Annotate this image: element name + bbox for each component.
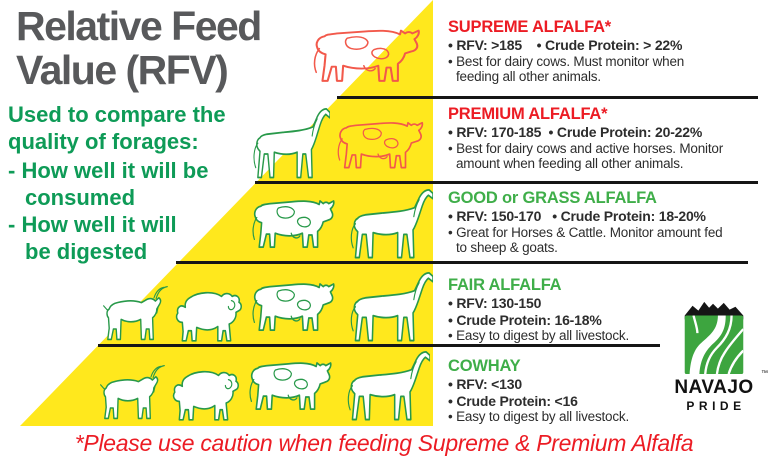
tier-stats: • RFV: 130-150 [448, 295, 542, 311]
tier-stats: • Crude Protein: <16 [448, 392, 578, 409]
logo-brand-sub: PRIDE [686, 399, 746, 413]
tier-animals-cowhay [95, 351, 430, 424]
tier-stats: • RFV: >185 • Crude Protein: > 22% [448, 37, 683, 53]
tier-heading: PREMIUM ALFALFA* [448, 105, 608, 123]
bullet-consumed-line-2: consumed [25, 185, 136, 210]
bullet-digested-line-2: be digested [25, 239, 148, 264]
tier-divider-line [337, 96, 758, 99]
tier-stats: • RFV: <130 [448, 376, 522, 392]
tier-heading: GOOD or GRASS ALFALFA [448, 189, 657, 207]
bullet-digested-line-1: - How well it will [8, 212, 177, 237]
goat-icon [95, 360, 165, 424]
horse-icon [347, 272, 433, 345]
tier-good-grass: GOOD or GRASS ALFALFA • RFV: 150-170 • C… [448, 189, 764, 256]
tier-premium: PREMIUM ALFALFA* • RFV: 170-185 • Crude … [448, 105, 764, 172]
goat-icon [98, 281, 168, 345]
tier-animals-fair [98, 272, 433, 345]
cow-icon [308, 23, 432, 97]
tier-desc: • Best for dairy cows and active horses.… [448, 140, 723, 156]
subtitle-line-2: quality of forages: [8, 129, 199, 154]
caution-note: *Please use caution when feeding Supreme… [74, 430, 694, 456]
page-title: Relative Feed Value (RFV) [16, 3, 262, 93]
logo-brand-name: NAVAJO [674, 377, 754, 398]
horse-icon [347, 189, 433, 262]
horse-icon [344, 351, 430, 424]
definition-bullets: - How well it will be consumed - How wel… [8, 157, 208, 265]
tier-divider-line [255, 181, 758, 184]
tier-animals-supreme [308, 23, 432, 97]
tier-desc: to sheep & goats. [456, 240, 558, 255]
tier-desc: amount when feeding all other animals. [456, 156, 684, 171]
cow-icon [333, 116, 433, 182]
sheep-icon [171, 283, 245, 345]
trademark-symbol: ™ [761, 370, 768, 377]
navajo-pride-logo-icon [684, 301, 744, 375]
bullet-consumed-line-1: - How well it will be [8, 158, 209, 183]
tier-animals-premium [250, 108, 433, 182]
cow-icon [248, 277, 344, 345]
tier-fair: FAIR ALFALFA • RFV: 130-150 • Crude Prot… [448, 276, 764, 344]
tier-supreme: SUPREME ALFALFA* • RFV: >185 • Crude Pro… [448, 18, 764, 85]
subtitle-line-1: Used to compare the [8, 102, 226, 127]
tier-divider-line [176, 261, 748, 264]
tier-stats: • RFV: 170-185 • Crude Protein: 20-22% [448, 124, 703, 140]
tier-heading: FAIR ALFALFA [448, 276, 562, 294]
title-line-2: Value (RFV) [16, 47, 229, 93]
tier-stats: • Crude Protein: 16-18% [448, 311, 602, 328]
cow-icon [248, 194, 344, 262]
tier-divider-line [98, 344, 660, 347]
tier-cowhay: COWHAY • RFV: <130 • Crude Protein: <16 … [448, 357, 764, 425]
tier-desc: • Easy to digest by all livestock. [448, 409, 630, 424]
navajo-pride-logo: ™ NAVAJO PRIDE [662, 296, 768, 413]
tier-desc: • Best for dairy cows. Must monitor when [448, 53, 685, 69]
tier-animals-good [248, 189, 433, 262]
cow-icon [245, 356, 341, 424]
subtitle: Used to compare the quality of forages: [8, 101, 226, 155]
tier-heading: SUPREME ALFALFA* [448, 18, 612, 36]
horse-icon [250, 108, 330, 182]
title-line-1: Relative Feed [16, 3, 262, 49]
tier-desc: • Easy to digest by all livestock. [448, 328, 630, 343]
tier-desc: feeding all other animals. [456, 69, 601, 84]
tier-heading: COWHAY [448, 357, 521, 375]
tier-stats: • RFV: 150-170 • Crude Protein: 18-20% [448, 208, 706, 224]
sheep-icon [168, 362, 242, 424]
tier-desc: • Great for Horses & Cattle. Monitor amo… [448, 224, 723, 240]
